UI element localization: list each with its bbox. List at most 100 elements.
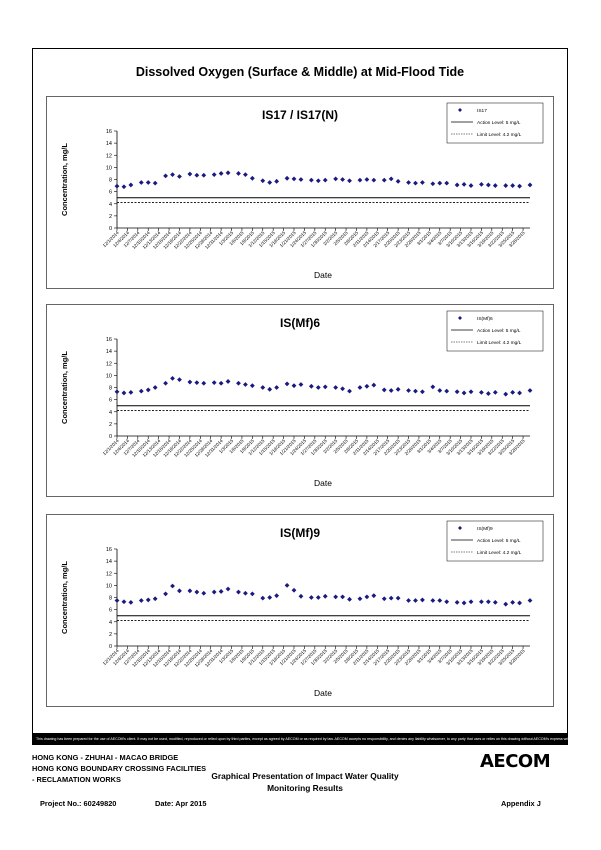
data-point — [406, 388, 411, 393]
data-point — [194, 380, 200, 386]
data-point — [249, 591, 255, 597]
legend-marker — [458, 526, 462, 530]
data-point — [138, 180, 144, 185]
chart-title: IS(Mf)9 — [280, 526, 320, 540]
data-point — [492, 599, 498, 605]
data-point — [284, 582, 290, 588]
data-point — [163, 173, 168, 179]
data-point — [395, 595, 401, 601]
data-point — [347, 388, 352, 394]
data-point — [291, 383, 297, 389]
data-point — [128, 182, 134, 188]
data-point — [461, 181, 467, 187]
data-point — [218, 589, 224, 594]
data-point — [274, 385, 280, 390]
data-point — [145, 387, 151, 393]
data-point — [152, 385, 158, 390]
data-point — [170, 583, 175, 589]
x-axis-label: Date — [314, 688, 332, 698]
y-tick-label: 14 — [106, 559, 112, 565]
data-point — [114, 389, 120, 395]
footer-project-line2: HONG KONG BOUNDARY CROSSING FACILITIES — [32, 764, 207, 773]
y-axis-label: Concentration, mg/L — [60, 143, 69, 216]
data-point — [510, 183, 516, 188]
y-tick-label: 16 — [106, 129, 112, 135]
data-point — [138, 388, 144, 394]
y-tick-label: 12 — [106, 153, 112, 159]
data-point — [114, 183, 120, 189]
data-point — [236, 380, 241, 386]
data-point — [274, 178, 280, 184]
data-point — [395, 386, 401, 392]
data-point — [315, 595, 321, 600]
data-point — [468, 183, 474, 188]
y-tick-label: 16 — [106, 337, 112, 343]
data-point — [357, 596, 363, 602]
data-point — [308, 595, 314, 600]
data-point — [236, 589, 241, 595]
data-point — [437, 598, 443, 603]
legend-marker — [458, 316, 462, 320]
data-point — [145, 180, 151, 185]
data-point — [177, 377, 182, 383]
chart-panel-ismf6: IS(Mf)6 0 2 4 6 8 10 12 14 16 12/1/2014 12/4/2014 12… — [46, 304, 554, 497]
data-point — [454, 599, 460, 605]
data-point — [145, 597, 151, 603]
chart-title: IS(Mf)6 — [280, 316, 320, 330]
data-point — [510, 599, 516, 605]
data-point — [249, 175, 255, 181]
data-point — [444, 180, 450, 186]
data-point — [461, 600, 467, 606]
data-point — [187, 588, 193, 594]
data-point — [492, 389, 498, 395]
data-point — [121, 184, 127, 190]
data-point — [177, 588, 182, 594]
data-point — [322, 384, 328, 390]
footer-project-number: Project No.: 60249820 — [40, 799, 117, 808]
data-point — [340, 177, 345, 182]
data-point — [388, 388, 394, 393]
legend-series-label: IS17 — [477, 108, 487, 114]
data-point — [128, 599, 134, 605]
data-point — [225, 586, 231, 592]
legend-marker — [458, 108, 462, 112]
data-point — [492, 183, 498, 188]
legend-limit-label: Limit Level: 4.2 mg/L — [477, 132, 522, 138]
data-point — [121, 390, 127, 396]
data-point — [236, 171, 241, 176]
data-point — [243, 382, 248, 387]
legend-limit-label: Limit Level: 4.2 mg/L — [477, 550, 522, 556]
data-point — [388, 595, 394, 601]
data-point — [201, 380, 207, 386]
data-point — [187, 171, 193, 177]
data-point — [517, 600, 522, 606]
y-tick-label: 8 — [109, 596, 112, 602]
data-point — [479, 389, 484, 395]
data-point — [298, 177, 304, 182]
data-point — [291, 176, 297, 182]
footer-appendix: Appendix J — [501, 799, 541, 808]
data-point — [430, 384, 436, 390]
data-point — [454, 389, 460, 395]
y-tick-label: 12 — [106, 571, 112, 577]
data-point — [510, 389, 516, 395]
data-point — [152, 180, 158, 186]
y-tick-label: 0 — [109, 226, 112, 232]
data-point — [267, 180, 273, 185]
data-point — [479, 599, 484, 605]
data-point — [243, 590, 248, 596]
data-point — [479, 181, 484, 187]
data-point — [249, 383, 255, 389]
data-point — [211, 172, 217, 178]
data-point — [260, 595, 266, 601]
data-point — [413, 598, 418, 603]
report-frame: Dissolved Oxygen (Surface & Middle) at M… — [32, 48, 568, 745]
data-point — [315, 385, 321, 390]
data-point — [461, 390, 467, 396]
data-point — [333, 385, 339, 390]
data-point — [315, 178, 321, 184]
data-point — [243, 172, 248, 178]
data-point — [371, 382, 377, 388]
x-axis-label: Date — [314, 270, 332, 280]
data-point — [430, 181, 436, 187]
